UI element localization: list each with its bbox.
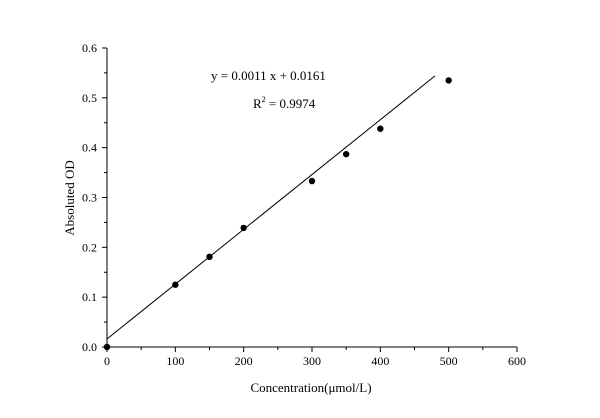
r-squared-value: = 0.9974 xyxy=(266,96,316,111)
r-squared-annotation: R2 = 0.9974 xyxy=(253,95,316,111)
x-tick-label-600: 600 xyxy=(508,354,526,368)
fit-layer xyxy=(106,75,436,340)
x-axis-title: Concentration(μmol/L) xyxy=(250,380,371,395)
fit-equation: y = 0.0011 x + 0.0161 xyxy=(211,68,326,83)
x-tick-label-200: 200 xyxy=(235,354,253,368)
data-point-500 xyxy=(445,77,452,84)
x-tick-label-0: 0 xyxy=(104,354,110,368)
x-tick-label-500: 500 xyxy=(440,354,458,368)
data-point-100 xyxy=(172,281,179,288)
fit-line xyxy=(106,75,436,340)
y-tick-label-1: 0.1 xyxy=(82,290,97,304)
y-tick-label-3: 0.3 xyxy=(82,191,97,205)
data-point-200 xyxy=(240,224,247,232)
data-point-300 xyxy=(308,177,316,185)
y-axis-title: Absoluted OD xyxy=(62,160,77,235)
data-point-350 xyxy=(342,150,350,158)
y-tick-label-5: 0.5 xyxy=(82,91,97,105)
data-point-0 xyxy=(103,343,111,351)
r-squared-prefix: R xyxy=(253,96,262,111)
y-tick-label-4: 0.4 xyxy=(82,141,97,155)
data-point-400 xyxy=(377,125,384,132)
r-squared-exponent: 2 xyxy=(262,95,266,104)
y-tick-label-6: 0.6 xyxy=(82,41,97,55)
tick-marks xyxy=(102,47,518,352)
y-tick-label-2: 0.2 xyxy=(82,240,97,254)
data-points xyxy=(103,77,452,351)
x-tick-label-100: 100 xyxy=(166,354,184,368)
y-tick-label-0: 0.0 xyxy=(82,340,97,354)
data-point-150 xyxy=(206,253,213,261)
tick-labels: 0 100 200 300 400 500 600 0.0 0.1 0.2 0.3 0.4 0.5 0.6 xyxy=(82,41,526,368)
x-tick-label-300: 300 xyxy=(303,354,321,368)
axes xyxy=(106,48,517,348)
x-tick-label-400: 400 xyxy=(371,354,389,368)
